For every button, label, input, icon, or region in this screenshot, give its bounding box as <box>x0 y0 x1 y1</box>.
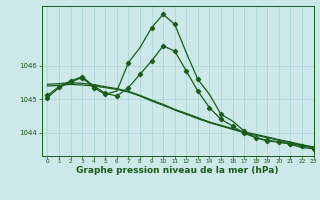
X-axis label: Graphe pression niveau de la mer (hPa): Graphe pression niveau de la mer (hPa) <box>76 166 279 175</box>
